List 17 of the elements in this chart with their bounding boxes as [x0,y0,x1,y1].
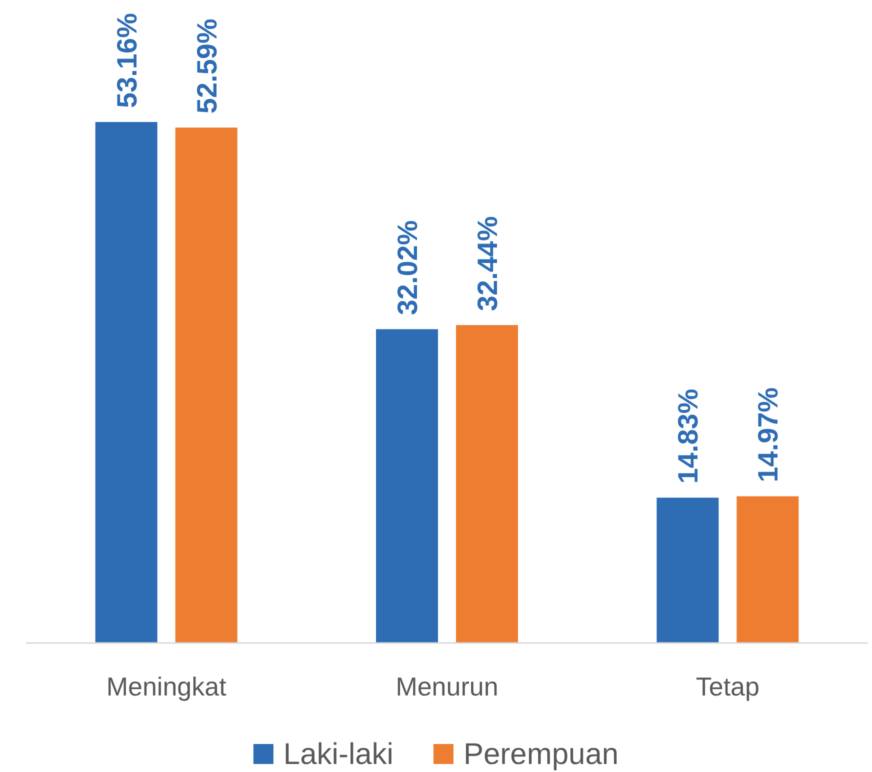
data-label: 14.97% [752,387,784,482]
x-tick-label: Tetap [696,671,760,702]
data-label: 32.02% [392,220,423,316]
data-label: 14.83% [672,388,704,484]
data-label: 32.44% [472,216,503,312]
data-label: 53.16% [111,12,142,108]
bar [95,122,158,643]
bar [736,496,799,643]
bar [456,325,518,643]
x-tick-label: Meningkat [106,671,228,702]
legend-label: Laki-laki [283,738,394,771]
x-tick-label: Menurun [396,671,498,702]
data-label: 52.59% [191,18,222,114]
legend-label: Perempuan [463,738,619,771]
bar [376,329,438,643]
bar [175,128,238,643]
bar [656,498,719,643]
